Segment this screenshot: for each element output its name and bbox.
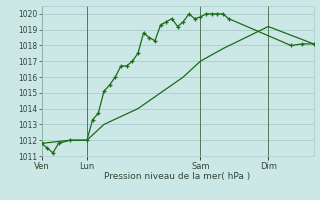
- X-axis label: Pression niveau de la mer( hPa ): Pression niveau de la mer( hPa ): [104, 172, 251, 181]
